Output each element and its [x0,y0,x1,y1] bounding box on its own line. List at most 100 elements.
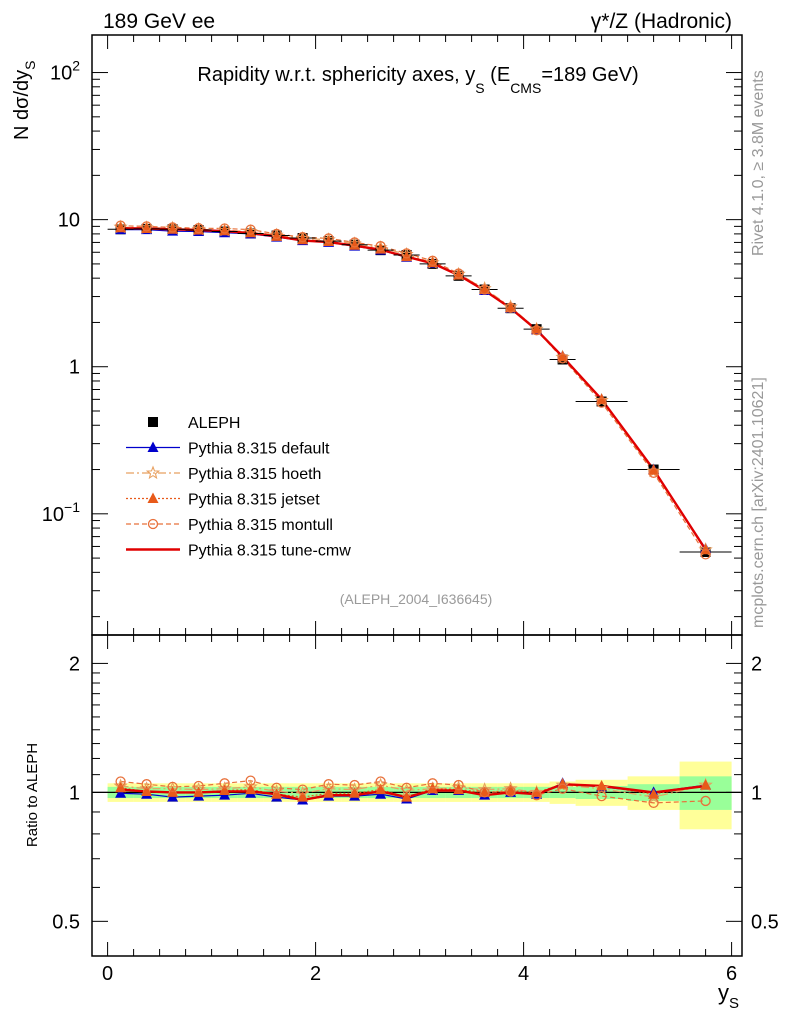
series-point-jetset [297,233,309,245]
series-point-montull [167,222,178,233]
series-point-jetset [557,350,569,362]
series-point-montull [505,302,516,313]
ratio-y-tick-label-left: 2 [69,653,80,675]
ratio-point-jetset [531,786,543,797]
ratio-point-montull [557,783,568,794]
series-point-montull [427,255,438,266]
series-point-jetset [323,235,335,247]
legend-marker-jetset [147,492,159,503]
ratio-point-montull [141,779,152,790]
ratio-point-montull [349,779,360,791]
ratio-point-montull [219,778,230,789]
legend: ALEPH Pythia 8.315 default Pythia 8.315 ho… [126,415,351,560]
ratio-point-montull [297,784,308,795]
ratio-point-jetset [505,784,517,796]
series-point-montull [271,228,282,240]
ratio-point-montull [648,797,659,809]
main-ylabel: N dσ/dyS [11,61,38,141]
series-point-jetset [531,323,543,334]
ratio-y-tick-label-left: 1 [69,782,80,804]
ratio-point-montull [505,786,516,797]
series-point-jetset [401,250,413,262]
ratio-point-montull [375,776,386,787]
main-y-tick-label: 10 [58,210,80,232]
series-point-montull [349,237,360,248]
ratio-point-jetset [193,786,205,797]
mcplots-label: mcplots.cern.ch [arXiv:2401.10621] [750,377,767,628]
ratio-point-montull [245,775,256,786]
series-point-montull [297,232,308,243]
ratio-y-tick-label-left: 0.5 [52,911,80,933]
ratio-point-montull [193,780,204,792]
ratio-point-montull [115,776,126,787]
ratio-point-jetset [700,779,712,790]
ratio-point-jetset [141,785,153,796]
series-point-jetset [245,226,257,238]
series-point-jetset [375,243,387,254]
ratio-point-jetset [648,788,660,799]
series-point-montull [219,223,230,234]
ratio-y-tick-label-right: 2 [751,653,762,675]
ratio-point-montull [479,787,490,798]
main-title: Rapidity w.r.t. sphericity axes, yS (ECM… [197,64,638,96]
ratio-point-jetset [349,787,361,798]
ratio-x-tick-label: 6 [726,963,737,985]
series-point-montull [401,248,412,259]
legend-marker-montull [147,518,159,530]
series-point-montull [557,353,568,364]
ratio-point-hoeth [646,789,661,804]
legend-label-jetset: Pythia 8.315 jetset [188,492,320,509]
series-point-montull [596,397,607,408]
series-point-montull [375,241,386,252]
rivet-label: Rivet 4.1.0, ≥ 3.8M events [750,70,767,256]
ratio-point-montull [323,779,334,790]
series-point-jetset [648,464,660,475]
ratio-point-jetset [115,781,127,793]
watermark: (ALEPH_2004_I636645) [340,591,493,607]
series-point-jetset [505,301,517,313]
series-point-jetset [349,239,361,250]
ratio-xlabel: yS [718,980,739,1012]
ratio-ylabel: Ratio to ALEPH [24,743,41,847]
series-point-jetset [479,283,491,294]
ratio-point-jetset [375,783,387,795]
series-point-montull [479,284,490,295]
header-left: 189 GeV ee [103,10,215,33]
ratio-point-montull [453,779,464,791]
ratio-point-jetset [323,787,335,798]
series-point-montull [648,467,659,478]
ratio-point-jetset [219,784,231,796]
main-series [107,219,732,560]
ratio-point-montull [271,782,282,793]
legend-label-montull: Pythia 8.315 montull [188,517,333,534]
ratio-plot-frame [91,634,743,957]
ratio-point-montull [596,790,607,802]
ratio-point-jetset [453,783,465,795]
ratio-point-montull [427,778,438,789]
series-point-montull [700,549,711,560]
legend-label-data: ALEPH [188,415,240,432]
legend-marker-hoeth [145,465,161,480]
ratio-point-jetset [245,783,257,795]
ratio-x-tick-label: 4 [518,963,529,985]
ratio-y-tick-label-right: 0.5 [751,911,779,933]
ratio-series [113,775,713,809]
ratio-point-montull [167,781,178,793]
legend-marker-default [147,441,159,452]
legend-label-cmw: Pythia 8.315 tune-cmw [188,543,351,560]
legend-label-hoeth: Pythia 8.315 hoeth [188,466,321,483]
series-point-montull [323,233,334,244]
main-y-tick-label: 10−1 [42,499,80,526]
ratio-point-montull [700,795,711,807]
ratio-x-tick-label: 2 [310,963,321,985]
ratio-y-tick-label-right: 1 [751,782,762,804]
ratio-point-jetset [557,778,569,789]
main-ticks: 102 10 1 10−1 [42,35,742,635]
series-point-montull [193,223,204,234]
main-y-tick-label: 1 [69,357,80,379]
series-point-jetset [700,543,712,555]
series-point-montull [245,224,256,235]
ratio-point-jetset [297,791,309,802]
ratio-point-default [115,787,127,798]
ratio-point-montull [531,790,542,801]
